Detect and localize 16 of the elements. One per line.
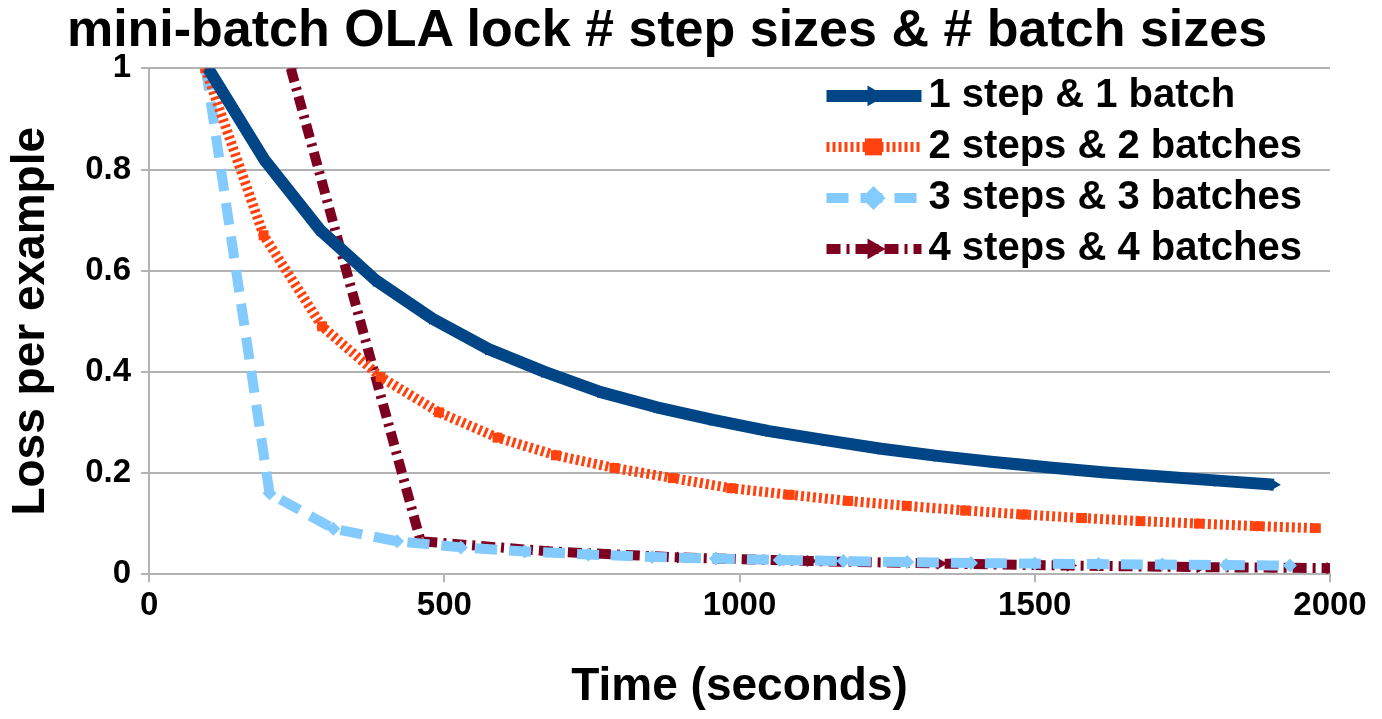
y-tick-label: 0.6 xyxy=(85,249,132,287)
legend-label: 4 steps & 4 batches xyxy=(928,223,1302,268)
y-tick-label: 0.2 xyxy=(85,452,132,490)
legend-label: 3 steps & 3 batches xyxy=(928,172,1302,217)
y-tick-label: 0 xyxy=(112,553,132,591)
x-tick-label: 1000 xyxy=(702,585,777,623)
x-tick-label: 0 xyxy=(139,585,159,623)
legend-label: 2 steps & 2 batches xyxy=(928,121,1302,166)
x-tick-label: 2000 xyxy=(1293,585,1367,623)
x-axis-title: Time (seconds) xyxy=(571,658,908,711)
y-axis-title: Loss per example xyxy=(2,126,55,516)
y-tick-label: 0.4 xyxy=(85,350,132,388)
x-tick-label: 500 xyxy=(416,585,472,623)
x-tick-label: 1500 xyxy=(998,585,1072,623)
legend-label: 1 step & 1 batch xyxy=(928,70,1236,115)
y-tick-label: 0.8 xyxy=(85,148,132,186)
